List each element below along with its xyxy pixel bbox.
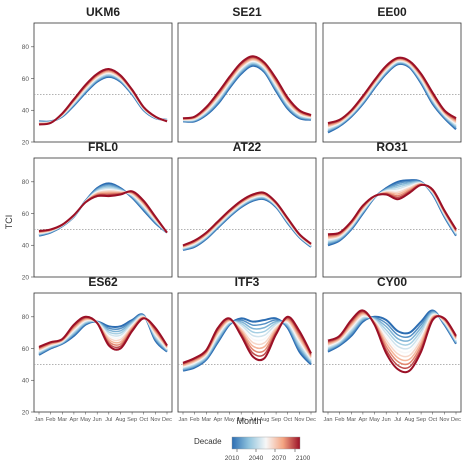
panel-frame xyxy=(33,292,173,413)
y-tick-label: 40 xyxy=(22,108,30,115)
x-tick-label: Feb xyxy=(46,417,56,423)
series-line-decade-10 xyxy=(327,183,457,236)
x-tick-label: Nov xyxy=(150,417,160,423)
panel-title: AT22 xyxy=(233,140,262,154)
x-tick-label: Mar xyxy=(346,417,356,423)
series-line-decade-3 xyxy=(327,312,457,350)
x-tick-label: Mar xyxy=(57,417,67,423)
legend-tick-2070: 2070 xyxy=(272,455,287,462)
panel-ee00: EE00 xyxy=(322,5,462,143)
series-line-decade-10 xyxy=(327,56,457,124)
x-tick-label: Mar xyxy=(201,417,211,423)
x-tick-label: Jun xyxy=(93,417,102,423)
x-tick-label: Jan xyxy=(34,417,43,423)
x-tick-label: Oct xyxy=(139,417,148,423)
panel-es62: ES62 20 40 60 80 Jan Feb Mar Apr May Jun Jul Aug Sep O… xyxy=(22,275,173,423)
y-tick-label: 60 xyxy=(22,346,30,353)
y-tick-label: 20 xyxy=(22,409,30,416)
panel-title: RO31 xyxy=(376,140,408,154)
y-tick-label: 60 xyxy=(22,211,30,218)
y-tick-label: 20 xyxy=(22,139,30,146)
series-line-decade-10 xyxy=(38,190,168,234)
panel-frame xyxy=(177,292,317,413)
x-tick-label: Dec xyxy=(451,417,461,423)
x-tick-label: Oct xyxy=(283,417,292,423)
x-tick-label: Dec xyxy=(162,417,172,423)
panel-title: CY00 xyxy=(377,275,407,289)
panel-itf3: ITF3 Jan Feb Mar Apr May Jun Jul Aug Sep Oct Nov Dec xyxy=(177,275,317,423)
y-tick-label: 20 xyxy=(22,274,30,281)
x-tick-label: Jul xyxy=(249,417,256,423)
series-line-decade-1 xyxy=(327,310,457,352)
panel-title: SE21 xyxy=(232,5,262,19)
panel-frame xyxy=(33,22,173,143)
series-line-decade-10 xyxy=(182,55,312,120)
x-tick-label: Apr xyxy=(359,417,368,423)
x-tick-label: Feb xyxy=(190,417,200,423)
legend: Decade 2010 2040 2070 2100 xyxy=(194,436,311,462)
y-tick-label: 80 xyxy=(22,314,30,321)
panel-cy00: CY00 Jan Feb Mar Apr May Jun Jul Aug Sep Oct Nov Dec xyxy=(322,275,462,423)
panel-at22: AT22 xyxy=(177,140,317,278)
x-tick-label: Feb xyxy=(335,417,345,423)
x-tick-label: Jul xyxy=(105,417,112,423)
y-tick-label: 40 xyxy=(22,243,30,250)
x-tick-label: Dec xyxy=(306,417,316,423)
panel-frame xyxy=(177,157,317,278)
panel-frame xyxy=(177,22,317,143)
x-tick-label: Sep xyxy=(127,417,137,423)
series-line-decade-10 xyxy=(182,191,312,247)
x-tick-label: Sep xyxy=(271,417,281,423)
x-tick-label: Aug xyxy=(259,417,269,423)
panel-title: FRL0 xyxy=(88,140,118,154)
x-tick-label: Jun xyxy=(382,417,391,423)
panels-group: UKM6 20 40 60 80 SE21 EE00 FRL0 20 40 60 80 AT22 RO31… xyxy=(22,5,462,423)
y-tick-label: 40 xyxy=(22,378,30,385)
x-tick-label: Sep xyxy=(416,417,426,423)
legend-title: Decade xyxy=(194,437,222,446)
panel-frl0: FRL0 20 40 60 80 xyxy=(22,140,173,281)
legend-tick-2100: 2100 xyxy=(296,455,311,462)
y-tick-label: 80 xyxy=(22,179,30,186)
x-tick-label: Jul xyxy=(394,417,401,423)
x-tick-label: Jun xyxy=(237,417,246,423)
legend-tick-2040: 2040 xyxy=(249,455,264,462)
panel-title: EE00 xyxy=(377,5,407,19)
panel-title: UKM6 xyxy=(86,5,120,19)
x-tick-label: May xyxy=(369,417,380,423)
x-tick-label: May xyxy=(80,417,91,423)
legend-tick-2010: 2010 xyxy=(225,455,240,462)
x-tick-label: Nov xyxy=(294,417,304,423)
x-tick-label: Jan xyxy=(178,417,187,423)
x-tick-label: Apr xyxy=(214,417,223,423)
series-line-decade-10 xyxy=(182,315,312,364)
panel-se21: SE21 xyxy=(177,5,317,143)
x-tick-label: Nov xyxy=(439,417,449,423)
panel-frame xyxy=(322,157,462,278)
series-line-decade-10 xyxy=(327,309,457,374)
series-line-decade-10 xyxy=(38,315,168,351)
panel-title: ITF3 xyxy=(235,275,260,289)
panel-ro31: RO31 xyxy=(322,140,462,278)
legend-colorbar xyxy=(231,436,301,450)
x-tick-label: May xyxy=(224,417,235,423)
x-tick-label: Aug xyxy=(404,417,414,423)
x-tick-label: Jan xyxy=(323,417,332,423)
panel-ukm6: UKM6 20 40 60 80 xyxy=(22,5,173,146)
x-axis-label: Month xyxy=(236,416,261,426)
panel-title: ES62 xyxy=(88,275,118,289)
y-tick-label: 80 xyxy=(22,44,30,51)
y-tick-label: 60 xyxy=(22,76,30,83)
series-line-decade-10 xyxy=(38,67,168,126)
x-tick-label: Aug xyxy=(115,417,125,423)
x-tick-label: Apr xyxy=(70,417,79,423)
x-tick-label: Oct xyxy=(428,417,437,423)
y-axis-label: TCI xyxy=(4,215,14,230)
